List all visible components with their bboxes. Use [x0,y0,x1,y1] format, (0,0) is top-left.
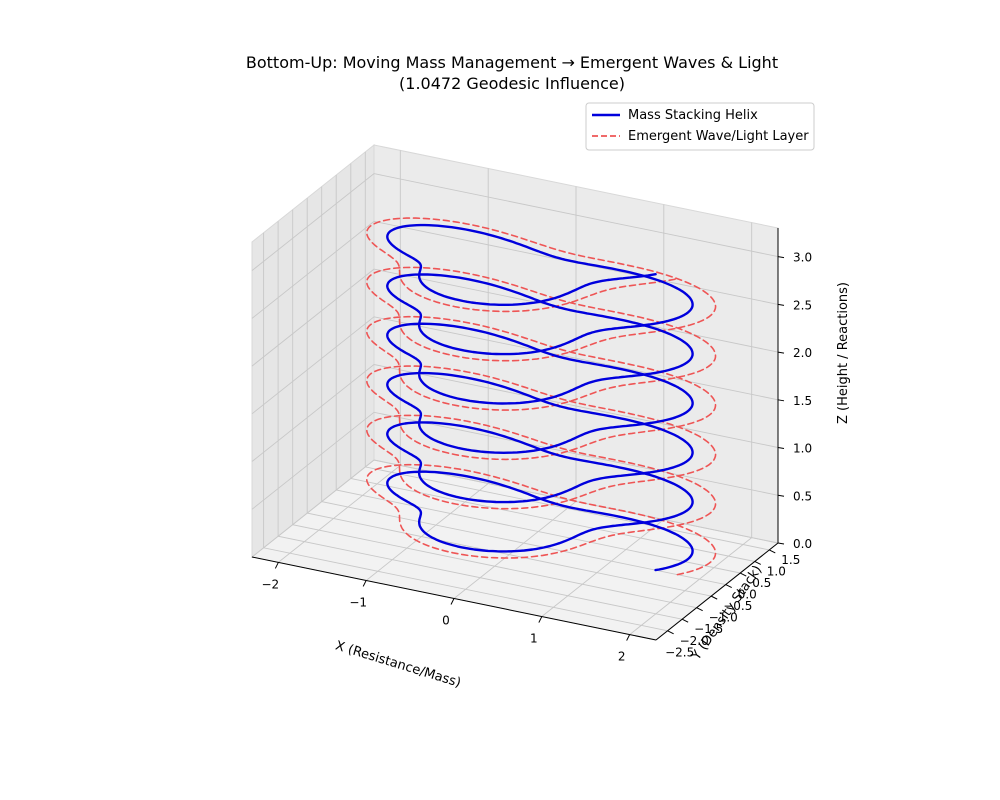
y-tick-label: 1.5 [781,553,800,567]
y-tick-label: 0.0 [738,588,757,602]
y-tick-mark [696,607,703,612]
z-tick-mark [777,303,785,306]
y-tick-label: −2.5 [665,645,694,659]
grid-line-z [251,173,779,271]
y-tick-mark [769,549,776,554]
z-tick-label: 3.0 [793,251,812,265]
chart-title: Bottom-Up: Moving Mass Management → Emer… [246,53,778,72]
z-tick-mark [777,351,785,354]
z-tick-mark [777,256,785,259]
y-tick-mark [667,630,674,635]
y-axis-line [655,542,779,641]
z-tick-label: 1.5 [793,394,812,408]
y-tick-mark [754,561,761,565]
series-line-wave-layer [365,217,717,576]
tick-labels: −2−10121.51.00.50.0−0.5−1.0−1.5−2.0−2.50… [261,251,812,664]
x-tick-label: −2 [261,577,279,591]
x-tick-label: −1 [349,595,367,609]
grid-line-z [251,364,779,462]
z-tick-label: 1.0 [793,442,812,456]
y-tick-label: −0.5 [723,599,752,613]
x-tick-mark [362,580,367,587]
z-tick-mark [777,399,785,402]
x-tick-mark [450,598,455,605]
y-tick-mark [740,572,747,577]
series-curves [365,217,717,576]
x-axis-label: X (Resistance/Mass) [334,638,463,690]
z-tick-label: 2.0 [793,346,812,360]
x-tick-mark [538,616,543,623]
grid-line-z [251,411,779,510]
x-tick-mark [274,562,279,569]
y-tick-label: −1.0 [709,611,738,625]
z-tick-mark [777,494,785,497]
y-tick-mark [681,618,689,623]
z-tick-mark [777,542,785,545]
z-tick-label: 0.5 [793,489,812,503]
z-tick-label: 2.5 [793,298,812,312]
legend: Mass Stacking Helix Emergent Wave/Light … [585,102,815,151]
z-tick-label: 0.0 [793,537,812,551]
z-tick-mark [777,447,785,450]
y-tick-label: 1.0 [767,564,786,578]
y-tick-label: 0.5 [752,576,771,590]
axes-panes [250,143,780,641]
x-tick-label: 1 [530,632,538,646]
x-tick-label: 0 [442,614,450,628]
series-line-mass-helix [386,223,694,572]
legend-box [585,102,815,151]
y-tick-mark [710,595,718,600]
legend-label-helix: Mass Stacking Helix [628,108,758,123]
y-tick-mark [725,584,732,589]
z-axis-label: Z (Height / Reactions) [836,282,851,424]
x-tick-mark [626,634,631,641]
grid-line-z [251,316,779,415]
axis-lines [251,228,785,641]
y-tick-label: −1.5 [694,622,723,636]
legend-label-wave: Emergent Wave/Light Layer [628,129,809,144]
chart-subtitle: (1.0472 Geodesic Influence) [399,74,625,93]
y-tick-label: −2.0 [680,634,709,648]
x-tick-label: 2 [618,650,626,664]
